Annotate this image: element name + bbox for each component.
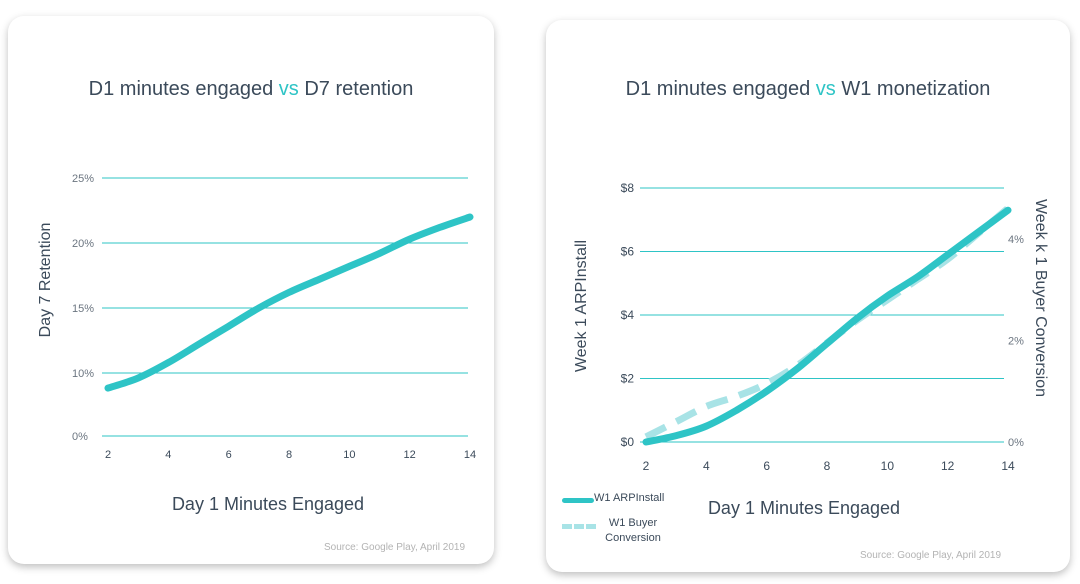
- y-tick-label: $8: [621, 181, 635, 195]
- y-tick-label: $6: [621, 245, 635, 259]
- y2-tick-label: 2%: [1008, 335, 1024, 347]
- retention-chart: 0% 10% 15% 20% 25% 2 4 6 8 10 12 14 Day 7 Retention: [37, 173, 476, 461]
- y2-tick-label: 0%: [1008, 437, 1024, 449]
- title-part2: D7 retention: [304, 78, 414, 100]
- legend-item-buyer-conversion: W1 Buyer Conversion: [605, 517, 661, 544]
- y-tick-label: 0%: [72, 431, 88, 443]
- x-tick-label: 10: [881, 459, 895, 473]
- y-axis-title: Week 1 ARPInstall: [573, 240, 590, 372]
- x-tick-label: 12: [941, 459, 955, 473]
- x-axis-title: Day 1 Minutes Engaged: [171, 494, 365, 514]
- y-tick-label: 10%: [72, 368, 94, 380]
- x-tick-label: 8: [824, 459, 831, 473]
- y2-tick-label: 4%: [1008, 234, 1024, 246]
- chart-title: D1 minutes engaged vs W1 monetization: [546, 78, 1070, 101]
- y-tick-label: $2: [621, 372, 635, 386]
- series-line-retention: [104, 213, 474, 392]
- x-tick-label: 10: [343, 449, 355, 461]
- y-axis-title: Day 7 Retention: [37, 223, 54, 338]
- x-axis-title: Day 1 Minutes Engaged: [707, 498, 901, 518]
- x-tick-label: 6: [763, 459, 770, 473]
- y-tick-label: 25%: [72, 173, 94, 185]
- source-note: Source: Google Play, April 2019: [860, 550, 1002, 561]
- x-tick-label: 8: [286, 449, 292, 461]
- title-vs: vs: [815, 78, 836, 100]
- title-part1: D1 minutes engaged: [625, 78, 811, 100]
- title-vs: vs: [278, 78, 299, 100]
- legend-item-arpinstall: W1 ARPInstall: [594, 492, 665, 504]
- legend-swatch-dashed: [562, 524, 596, 529]
- x-tick-label: 2: [105, 449, 111, 461]
- monetization-chart: $0 $2 $4 $6 $8 0% 2% 4% 2 4 6 8 10 12 14 Week 1 ARPInst…: [573, 181, 1049, 473]
- y-tick-label: 15%: [72, 303, 94, 315]
- y2-axis-title: Week k 1 Buyer Conversion: [1032, 199, 1049, 397]
- chart-title: D1 minutes engaged vs D7 retention: [8, 78, 494, 101]
- series-line-arpinstall: [642, 206, 1012, 446]
- x-tick-label: 4: [703, 459, 710, 473]
- x-tick-label: 2: [643, 459, 650, 473]
- y-tick-label: $0: [621, 435, 635, 449]
- x-tick-label: 14: [464, 449, 476, 461]
- y-tick-label: $4: [621, 308, 635, 322]
- source-note: Source: Google Play, April 2019: [324, 542, 466, 553]
- x-tick-label: 12: [404, 449, 416, 461]
- x-tick-label: 14: [1001, 459, 1015, 473]
- legend-swatch-solid: [562, 498, 594, 503]
- title-part2: W1 monetization: [841, 78, 991, 100]
- chart-card-monetization: D1 minutes engaged vs W1 monetization $0…: [546, 20, 1070, 572]
- x-tick-label: 6: [226, 449, 232, 461]
- title-part1: D1 minutes engaged: [88, 78, 274, 100]
- y-tick-label: 20%: [72, 238, 94, 250]
- series-line-buyer-conversion: [644, 205, 1011, 441]
- x-tick-label: 4: [165, 449, 171, 461]
- chart-card-retention: D1 minutes engaged vs D7 retention 0% 10%…: [8, 16, 494, 564]
